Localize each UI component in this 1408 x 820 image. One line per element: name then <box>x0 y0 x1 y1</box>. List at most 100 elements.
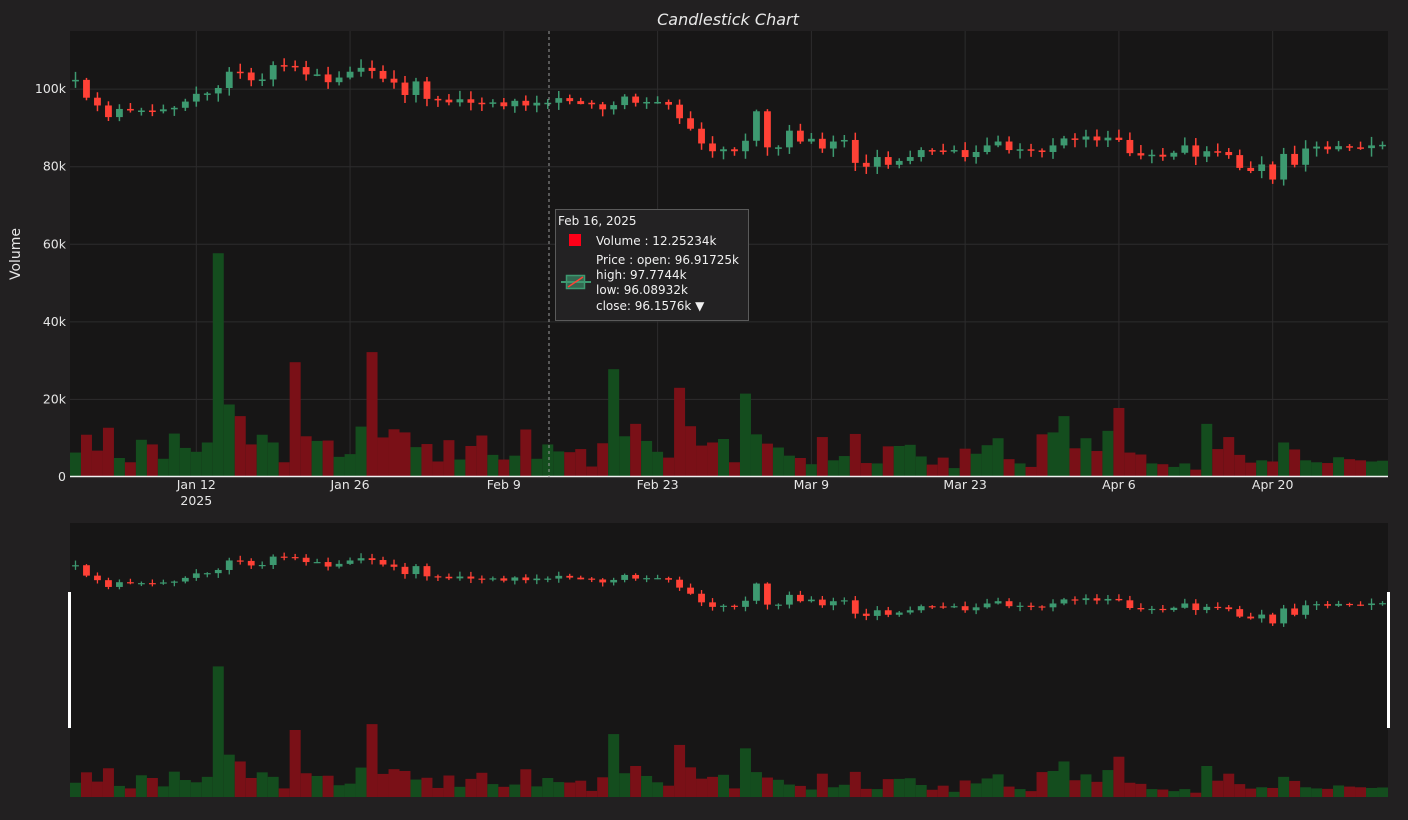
candle-body <box>1214 151 1222 153</box>
candle-body <box>818 138 826 149</box>
candle-body <box>1335 146 1342 150</box>
slider-volume-bar <box>289 730 301 797</box>
slider-volume-bar <box>816 773 828 797</box>
volume-bar <box>871 463 883 477</box>
slider-candle-body <box>511 577 519 581</box>
candle-body <box>1126 139 1134 154</box>
volume-bar <box>201 442 213 477</box>
volume-bar <box>849 433 861 477</box>
slider-volume-bar <box>388 769 400 797</box>
x-tick-label: Jan 12 <box>176 477 216 492</box>
slider-volume-bar <box>904 778 916 797</box>
volume-bar <box>1003 459 1015 477</box>
slider-volume-bar <box>860 788 872 797</box>
candle-body <box>742 140 749 152</box>
slider-candle-body <box>753 583 760 601</box>
volume-bar <box>992 438 1004 477</box>
slider-volume-bar <box>586 790 598 797</box>
candle-body <box>1203 151 1211 157</box>
candle-body <box>786 130 793 148</box>
slider-candle-body <box>555 575 563 579</box>
candle-body <box>994 141 1002 146</box>
x-tick-label: Mar 23 <box>943 477 986 492</box>
slider-volume-bar <box>838 784 850 797</box>
candle-body <box>687 118 694 129</box>
volume-bar <box>70 452 81 477</box>
volume-bar <box>652 451 664 477</box>
volume-bar <box>981 445 993 477</box>
volume-bar <box>838 456 850 477</box>
slider-candle-body <box>148 583 156 585</box>
slider-candle-body <box>467 576 475 579</box>
slider-candle-body <box>357 558 365 561</box>
slider-volume-bar <box>718 774 729 797</box>
slider-volume-bar <box>1223 773 1235 797</box>
volume-bar <box>696 445 708 477</box>
range-slider-left-handle[interactable] <box>68 592 71 728</box>
slider-candle-body <box>1115 598 1123 601</box>
slider-volume-bar <box>476 772 488 797</box>
hover-volume-text: Volume : 12.25234k <box>596 234 717 248</box>
slider-candle-body <box>939 606 947 608</box>
volume-bar <box>366 352 378 477</box>
slider-volume-bar <box>256 772 268 797</box>
slider-candle-body <box>1060 599 1068 604</box>
slider-candle-body <box>225 560 233 570</box>
slider-volume-bar <box>80 772 92 797</box>
candle-body <box>566 98 574 102</box>
candle-body <box>961 150 969 158</box>
slider-candle-body <box>1126 600 1134 608</box>
slider-volume-bar <box>1190 792 1202 797</box>
volume-bar <box>794 457 806 477</box>
range-slider-area[interactable] <box>70 523 1388 797</box>
slider-volume-bar <box>882 779 894 797</box>
candle-body <box>862 162 870 167</box>
slider-candle-body <box>884 610 892 615</box>
slider-candle-body <box>665 578 672 580</box>
slider-volume-bar <box>992 774 1004 797</box>
volume-bar <box>564 452 576 477</box>
slider-candle-body <box>346 560 354 564</box>
volume-bar <box>91 450 103 477</box>
candle-body <box>302 67 310 75</box>
volume-bar <box>80 434 92 477</box>
candle-body <box>1170 152 1178 157</box>
slider-volume-bar <box>1025 791 1037 797</box>
candle-body <box>1104 137 1112 141</box>
slider-candle-body <box>1269 614 1277 624</box>
slider-volume-bar <box>1344 786 1356 797</box>
candle-body <box>181 101 189 108</box>
slider-volume-bar <box>146 777 158 797</box>
volume-bar <box>179 447 191 477</box>
slider-volume-bar <box>421 777 433 797</box>
slider-candle-body <box>621 574 629 580</box>
volume-bar <box>531 458 543 477</box>
candle-body <box>214 88 222 94</box>
volume-bar <box>333 456 345 477</box>
volume-bar <box>904 444 916 477</box>
candle-body <box>401 82 409 95</box>
volume-bar <box>1179 463 1191 477</box>
slider-candle-body <box>1038 606 1046 608</box>
candle-body <box>335 77 343 83</box>
volume-bar <box>937 457 949 477</box>
candle-body <box>192 93 200 102</box>
slider-volume-bar <box>1267 787 1279 797</box>
slider-volume-bar <box>278 788 290 797</box>
candle-body <box>1005 141 1013 151</box>
candle-body <box>159 109 167 112</box>
volume-bar <box>190 451 202 477</box>
slider-candle-body <box>632 574 640 579</box>
volume-bar <box>1256 460 1268 477</box>
candle-body <box>522 100 530 106</box>
slider-volume-bar <box>1080 774 1092 797</box>
slider-candle-body <box>577 577 585 580</box>
range-slider-right-handle[interactable] <box>1387 592 1390 728</box>
x-tick-sublabel: 2025 <box>180 493 212 508</box>
slider-candle-body <box>764 583 771 605</box>
volume-bar <box>267 442 279 477</box>
volume-bar <box>827 460 839 477</box>
